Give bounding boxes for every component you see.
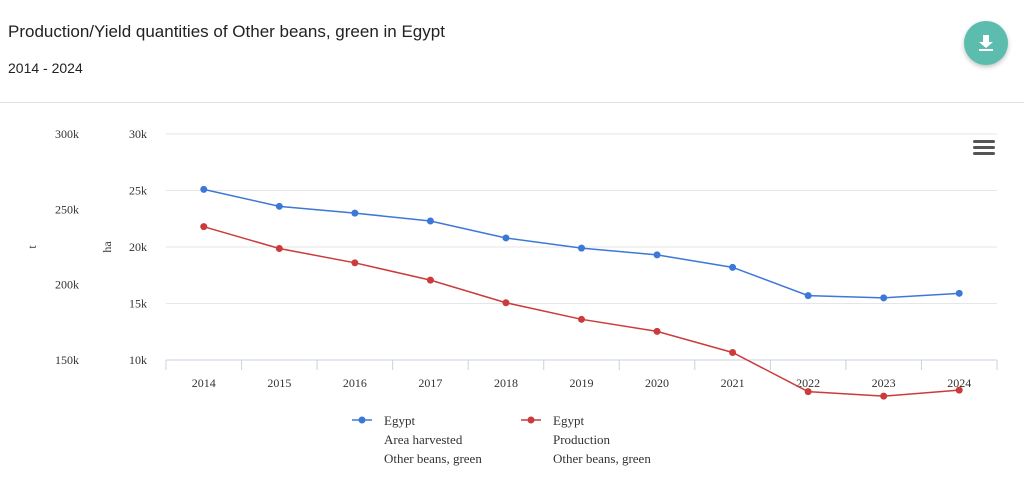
series-line-1: [203, 225, 960, 397]
y-axis-title-t: t: [25, 245, 39, 249]
y-tick-label-ha: 10k: [129, 353, 147, 367]
legend-marker: [358, 416, 366, 424]
data-point: [955, 386, 963, 394]
chart-grid: [166, 133, 997, 304]
x-tick-label: 2017: [418, 376, 442, 390]
data-point: [200, 223, 208, 231]
data-point: [880, 392, 888, 400]
chart-menu-button[interactable]: [973, 140, 995, 155]
chart-axes: 30k 25k 20k 15k 10k 300k 250k 200k 150k t ha 2014 20…: [25, 127, 998, 390]
hamburger-menu-icon: [973, 140, 995, 155]
download-icon: [979, 35, 993, 51]
legend-label: Other beans, green: [553, 451, 651, 466]
data-point: [200, 185, 208, 193]
series-line-0: [203, 188, 960, 299]
y-tick-label-t: 150k: [55, 353, 79, 367]
legend-label: Area harvested: [384, 432, 463, 447]
page-title: Production/Yield quantities of Other bea…: [8, 22, 445, 41]
data-point: [653, 251, 661, 259]
y-tick-label-ha: 20k: [129, 240, 147, 254]
download-button[interactable]: [964, 21, 1008, 65]
date-range-subtitle: 2014 - 2024: [8, 60, 83, 76]
data-point: [880, 294, 888, 302]
data-point: [804, 292, 812, 300]
data-point: [351, 259, 359, 267]
x-tick-label: 2024: [947, 376, 971, 390]
y-tick-label-t: 300k: [55, 127, 79, 141]
legend-item-1[interactable]: Egypt Production Other beans, green: [521, 413, 651, 466]
data-point: [502, 299, 510, 307]
data-point: [804, 388, 812, 396]
legend-label: Production: [553, 432, 611, 447]
data-point: [729, 263, 737, 271]
x-tick-label: 2018: [494, 376, 518, 390]
legend-marker: [527, 416, 535, 424]
data-point: [578, 244, 585, 252]
x-tick-label: 2022: [796, 376, 820, 390]
data-point: [955, 289, 963, 297]
y-tick-label-t: 200k: [55, 278, 79, 292]
y-tick-label-ha: 25k: [129, 184, 147, 198]
chart-header: Production/Yield quantities of Other bea…: [0, 0, 1024, 103]
y-tick-label-ha: 30k: [129, 127, 147, 141]
y-tick-label-ha: 15k: [129, 297, 147, 311]
line-chart: 30k 25k 20k 15k 10k 300k 250k 200k 150k t ha 2014 20…: [25, 127, 998, 466]
data-point: [729, 348, 737, 356]
y-tick-label-t: 250k: [55, 202, 79, 216]
x-tick-label: 2021: [721, 376, 745, 390]
data-point: [653, 327, 661, 335]
legend-item-0[interactable]: Egypt Area harvested Other beans, green: [352, 413, 482, 466]
data-point: [426, 276, 434, 284]
x-tick-label: 2014: [192, 376, 216, 390]
x-tick-label: 2019: [570, 376, 594, 390]
legend-label: Other beans, green: [384, 451, 482, 466]
data-point: [275, 245, 283, 253]
legend-label: Egypt: [384, 413, 415, 428]
x-tick-label: 2015: [267, 376, 291, 390]
data-point: [502, 234, 510, 242]
data-point: [426, 217, 434, 225]
x-tick-label: 2016: [343, 376, 367, 390]
x-tick-label: 2023: [872, 376, 896, 390]
chart-series: [200, 185, 963, 400]
data-point: [578, 315, 585, 323]
y-axis-title-ha: ha: [100, 241, 114, 253]
data-point: [275, 202, 283, 210]
x-tick-label: 2020: [645, 376, 669, 390]
data-point: [351, 209, 359, 217]
legend-label: Egypt: [553, 413, 584, 428]
